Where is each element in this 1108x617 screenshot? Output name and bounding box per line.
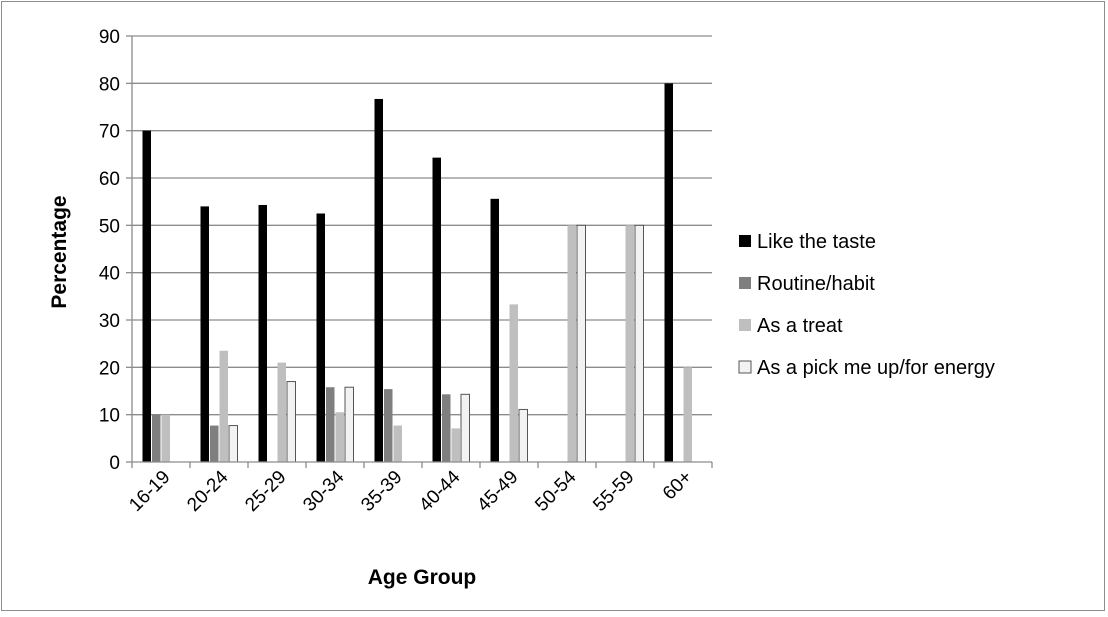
x-tick-label: 45-49: [473, 467, 522, 516]
bar-as-a-treat-40-44: [451, 428, 460, 462]
x-tick-label: 35-39: [357, 467, 406, 516]
y-tick-label: 40: [99, 264, 120, 285]
x-axis-ticks: 16-19 20-24 25-29 30-34 35-39 40-44 45-49 50-54…: [125, 462, 713, 516]
bar-as-a-pick-me-up-for-energy-55-59: [634, 224, 644, 463]
bar-as-a-treat-20-24: [219, 350, 228, 462]
legend-label: As a pick me up/for energy: [757, 357, 995, 379]
bar-as-a-treat-25-29: [277, 362, 286, 462]
legend: Like the taste Routine/habit As a treat As …: [738, 231, 995, 379]
bar-as-a-pick-me-up-for-energy-40-44: [460, 393, 470, 463]
bar-as-a-pick-me-up-for-energy-30-34: [344, 386, 354, 463]
bar-as-a-pick-me-up-for-energy-20-24: [228, 425, 238, 463]
bar-as-a-treat-45-49: [509, 304, 518, 462]
x-tick-label: 16-19: [125, 467, 174, 516]
legend-swatch: [739, 277, 751, 289]
bar-like-the-taste-35-39: [374, 98, 383, 462]
gridlines: [132, 35, 712, 416]
bar-as-a-pick-me-up-for-energy-25-29: [286, 381, 296, 463]
y-axis-title: Percentage: [48, 195, 71, 308]
bar-routine-habit-16-19: [152, 414, 161, 462]
y-tick-label: 50: [99, 216, 120, 237]
bar-routine-habit-30-34: [326, 387, 335, 462]
legend-swatch: [739, 319, 751, 331]
bar-as-a-pick-me-up-for-energy-45-49: [518, 408, 528, 463]
bar-like-the-taste-20-24: [200, 206, 209, 462]
bar-routine-habit-20-24: [210, 425, 219, 462]
bars: [142, 83, 692, 463]
y-tick-label: 70: [99, 122, 120, 143]
x-tick-label: 60+: [659, 467, 697, 505]
bar-like-the-taste-30-34: [316, 213, 325, 462]
bar-like-the-taste-45-49: [490, 198, 499, 462]
x-tick-label: 55-59: [589, 467, 638, 516]
y-tick-label: 60: [99, 169, 120, 190]
y-tick-label: 80: [99, 74, 120, 95]
bar-as-a-treat-35-39: [393, 425, 402, 462]
legend-label: Like the taste: [757, 231, 876, 253]
y-tick-label: 0: [109, 453, 120, 474]
y-tick-label: 10: [99, 406, 120, 427]
bar-as-a-treat-30-34: [335, 412, 344, 462]
x-tick-label: 50-54: [531, 466, 581, 516]
axes: [131, 36, 712, 463]
x-tick-label: 40-44: [415, 466, 465, 516]
bar-as-a-treat-55-59: [625, 225, 634, 462]
x-tick-label: 20-24: [183, 466, 233, 516]
y-tick-label: 90: [99, 27, 120, 48]
bar-like-the-taste-16-19: [142, 130, 151, 462]
bar-routine-habit-35-39: [384, 389, 393, 462]
x-axis-title: Age Group: [368, 566, 477, 589]
y-tick-label: 20: [99, 358, 120, 379]
legend-swatch: [739, 235, 751, 247]
bar-as-a-treat-60+: [683, 367, 692, 462]
bar-like-the-taste-60+: [664, 83, 673, 462]
bar-as-a-treat-16-19: [161, 414, 170, 462]
legend-label: As a treat: [757, 315, 843, 337]
y-tick-label: 30: [99, 311, 120, 332]
bar-like-the-taste-25-29: [258, 204, 267, 463]
bar-as-a-treat-50-54: [567, 225, 576, 462]
bar-as-a-pick-me-up-for-energy-50-54: [576, 224, 586, 463]
y-axis-ticks: 0 10 20 30 40 50 60 70 80 90: [99, 27, 132, 474]
legend-swatch: [738, 360, 752, 374]
x-tick-label: 25-29: [241, 467, 290, 516]
bar-like-the-taste-40-44: [432, 157, 441, 462]
bar-routine-habit-40-44: [442, 394, 451, 462]
x-tick-label: 30-34: [299, 466, 349, 516]
legend-label: Routine/habit: [757, 273, 875, 295]
